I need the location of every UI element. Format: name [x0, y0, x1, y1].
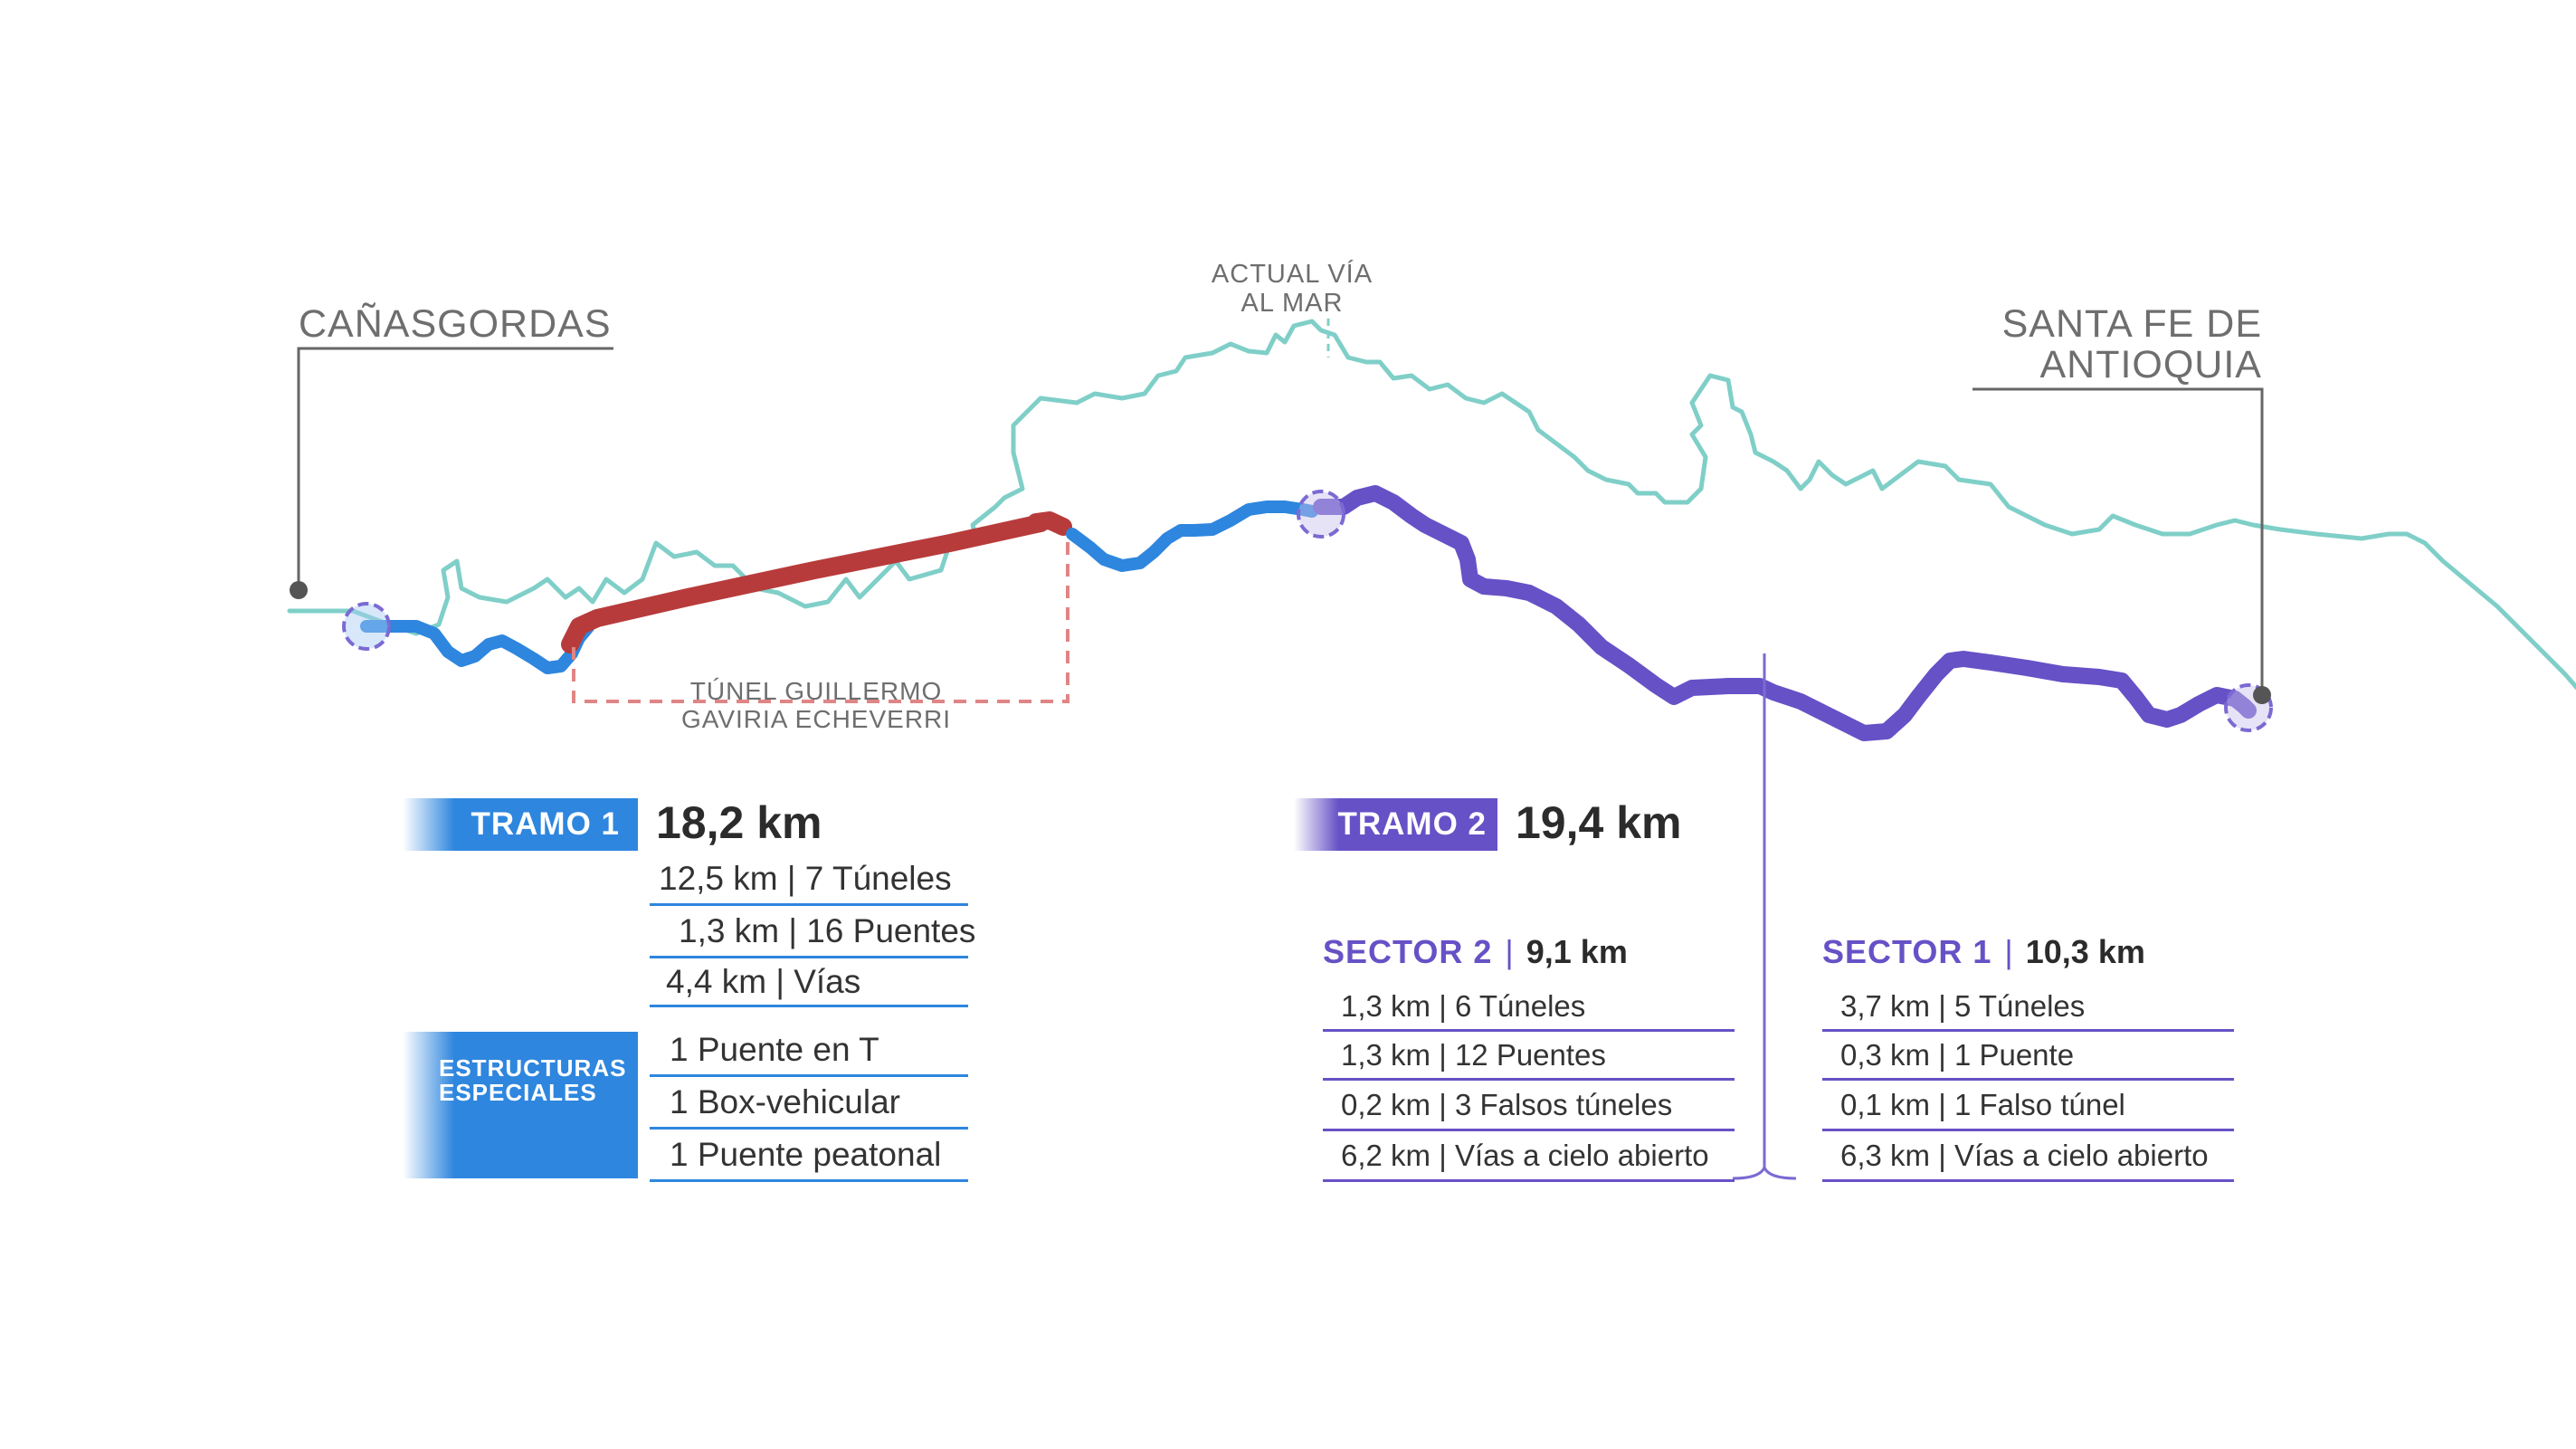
special-structures-label-line2: ESPECIALES — [439, 1079, 597, 1107]
tramo1-row-bridges: 1,3 km | 16 Puentes — [650, 908, 975, 958]
tramo2-label: TRAMO 2 — [1337, 806, 1487, 842]
tramo-junction-marker — [1297, 490, 1345, 539]
tramo1-row-tunnels: 12,5 km | 7 Túneles — [650, 855, 968, 906]
special-row-t-bridge: 1 Puente en T — [650, 1026, 968, 1077]
tunnel-route — [561, 511, 1072, 653]
special-structures-label-line1: ESTRUCTURAS — [439, 1054, 627, 1082]
sector2-row-false-tunnels: 0,2 km | 3 Falsos túneles — [1323, 1082, 1735, 1131]
sector2-row-tunnels: 1,3 km | 6 Túneles — [1323, 985, 1735, 1032]
special-row-box-culvert: 1 Box-vehicular — [650, 1079, 968, 1130]
sector1-row-open-roads: 6,3 km | Vías a cielo abierto — [1822, 1133, 2234, 1182]
sector2-row-open-roads: 6,2 km | Vías a cielo abierto — [1323, 1133, 1735, 1182]
tramo1-label: TRAMO 1 — [471, 806, 620, 842]
tunnel-bracket — [572, 539, 1069, 703]
current-road-label-line1: ACTUAL VÍA — [1212, 259, 1373, 289]
tramo2-banner: TRAMO 2 — [1294, 798, 1497, 851]
tramo1-row-roads: 4,4 km | Vías — [650, 960, 968, 1007]
sector1-header: SECTOR 1 | 10,3 km — [1822, 932, 2145, 972]
sector2-header: SECTOR 2 | 9,1 km — [1323, 932, 1628, 972]
tramo1-banner: TRAMO 1 — [403, 798, 638, 851]
start-town-label: CAÑASGORDAS — [299, 302, 612, 346]
end-town-label-line2: ANTIOQUIA — [2039, 343, 2262, 386]
tramo1-start-marker — [342, 602, 391, 651]
sector1-name: SECTOR 1 — [1822, 933, 1992, 970]
special-row-footbridge: 1 Puente peatonal — [650, 1131, 968, 1182]
tramo1-route-west — [360, 620, 594, 674]
tunnel-label-line2: GAVIRIA ECHEVERRI — [681, 705, 951, 733]
sector1-row-tunnels: 3,7 km | 5 Túneles — [1822, 985, 2234, 1032]
start-town-leader — [297, 347, 613, 586]
tramo1-route-east — [1066, 500, 1318, 572]
start-town-dot — [290, 581, 308, 599]
sector2-separator: | — [1505, 933, 1514, 970]
sector1-length: 10,3 km — [2025, 933, 2145, 970]
end-town-dot — [2253, 686, 2271, 704]
sector-divider-brace — [1732, 1164, 1797, 1180]
special-structures-banner: ESTRUCTURAS ESPECIALES — [403, 1032, 638, 1178]
sector1-row-bridge: 0,3 km | 1 Puente — [1822, 1034, 2234, 1081]
tramo2-length: 19,4 km — [1516, 797, 1682, 848]
end-town-label-line1: SANTA FE DE — [2002, 302, 2262, 346]
sector1-row-false-tunnel: 0,1 km | 1 Falso túnel — [1822, 1082, 2234, 1131]
sector2-row-bridges: 1,3 km | 12 Puentes — [1323, 1034, 1735, 1081]
end-town-leader — [1972, 387, 2264, 692]
sector2-name: SECTOR 2 — [1323, 933, 1493, 970]
tunnel-label-line1: TÚNEL GUILLERMO — [690, 677, 942, 705]
current-road-line — [287, 319, 2576, 691]
sector2-length: 9,1 km — [1526, 933, 1628, 970]
current-road-label-line2: AL MAR — [1241, 289, 1344, 318]
tramo1-length: 18,2 km — [656, 797, 822, 848]
tramo2-route — [1313, 485, 2257, 741]
sector1-separator: | — [2004, 933, 2013, 970]
